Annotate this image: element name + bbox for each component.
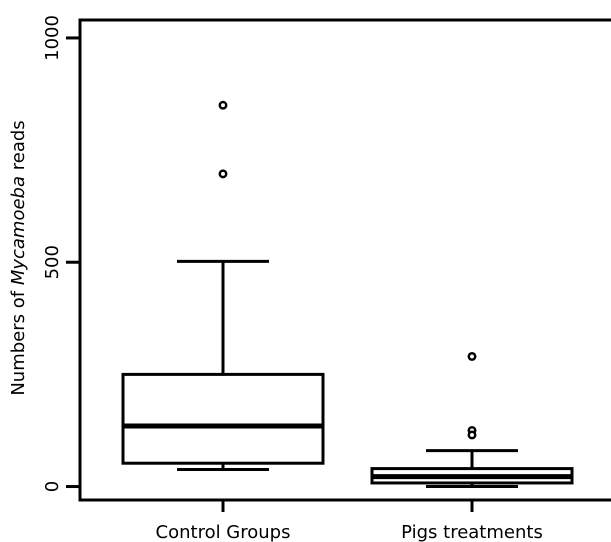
y-tick-label: 500: [42, 245, 63, 279]
x-tick-label: Control Groups: [156, 522, 291, 542]
outlier-point: [467, 351, 477, 361]
y-axis-title: Numbers of Mycamoeba reads: [8, 120, 29, 395]
y-tick-label: 1000: [42, 15, 63, 61]
outlier-point: [467, 430, 477, 440]
iqr-box: [121, 372, 325, 465]
box-pigs-treatments: [370, 351, 574, 489]
axis-frame: [78, 18, 611, 502]
outlier-point: [218, 169, 228, 179]
y-tick-label: 0: [42, 481, 63, 492]
x-axis: Control Groups Pigs treatments: [156, 500, 543, 542]
outlier-point: [218, 100, 228, 110]
boxes: [121, 100, 574, 489]
x-tick-label: Pigs treatments: [401, 522, 543, 542]
plot-frame: [78, 18, 611, 502]
y-axis: 0 500 1000: [42, 15, 80, 492]
box-control-groups: [121, 100, 325, 471]
